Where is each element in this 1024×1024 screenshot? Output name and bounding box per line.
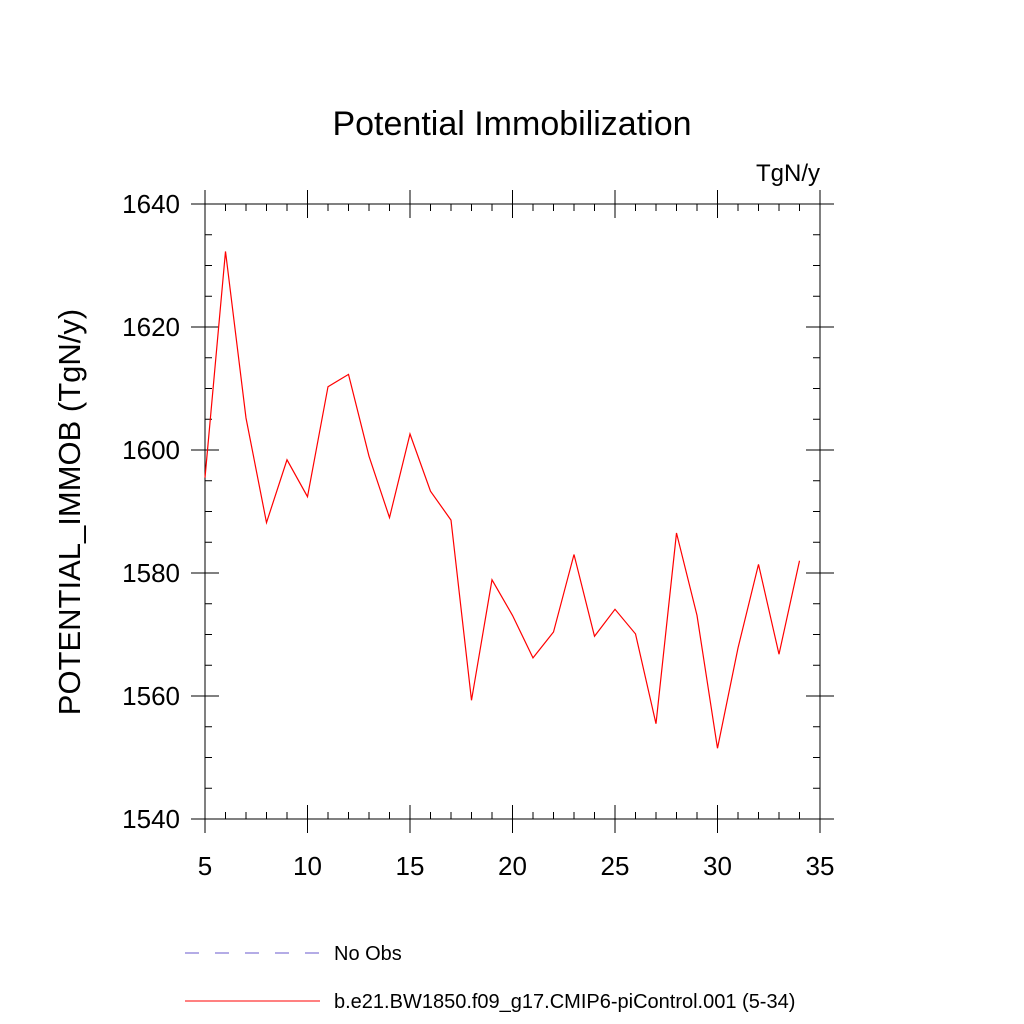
x-tick-label: 25 xyxy=(601,851,630,881)
series-line xyxy=(204,251,801,749)
plot-area xyxy=(204,251,801,749)
y-axis-label: POTENTIAL_IMMOB (TgN/y) xyxy=(52,309,87,715)
y-tick-label: 1620 xyxy=(122,312,180,342)
y-tick-label: 1640 xyxy=(122,189,180,219)
legend: No Obs b.e21.BW1850.f09_g17.CMIP6-piContr… xyxy=(185,943,795,1013)
x-tick-label: 30 xyxy=(703,851,732,881)
chart-title: Potential Immobilization xyxy=(332,105,691,143)
x-tick-label: 5 xyxy=(198,851,212,881)
legend-label: b.e21.BW1850.f09_g17.CMIP6-piControl.001… xyxy=(334,991,795,1013)
x-tick-label: 35 xyxy=(806,851,835,881)
units-label: TgN/y xyxy=(756,160,820,187)
y-tick-label: 1560 xyxy=(122,681,180,711)
y-tick-label: 1600 xyxy=(122,435,180,465)
legend-label: No Obs xyxy=(334,943,402,965)
x-tick-label: 15 xyxy=(396,851,425,881)
y-tick-label: 1540 xyxy=(122,804,180,834)
y-tick-label: 1580 xyxy=(122,558,180,588)
plot-frame xyxy=(204,203,821,820)
axes: 5 10 15 20 25 30 35 1540 1560 1580 1600 1620 1640 xyxy=(122,189,834,881)
x-tick-label: 20 xyxy=(498,851,527,881)
x-tick-label: 10 xyxy=(293,851,322,881)
